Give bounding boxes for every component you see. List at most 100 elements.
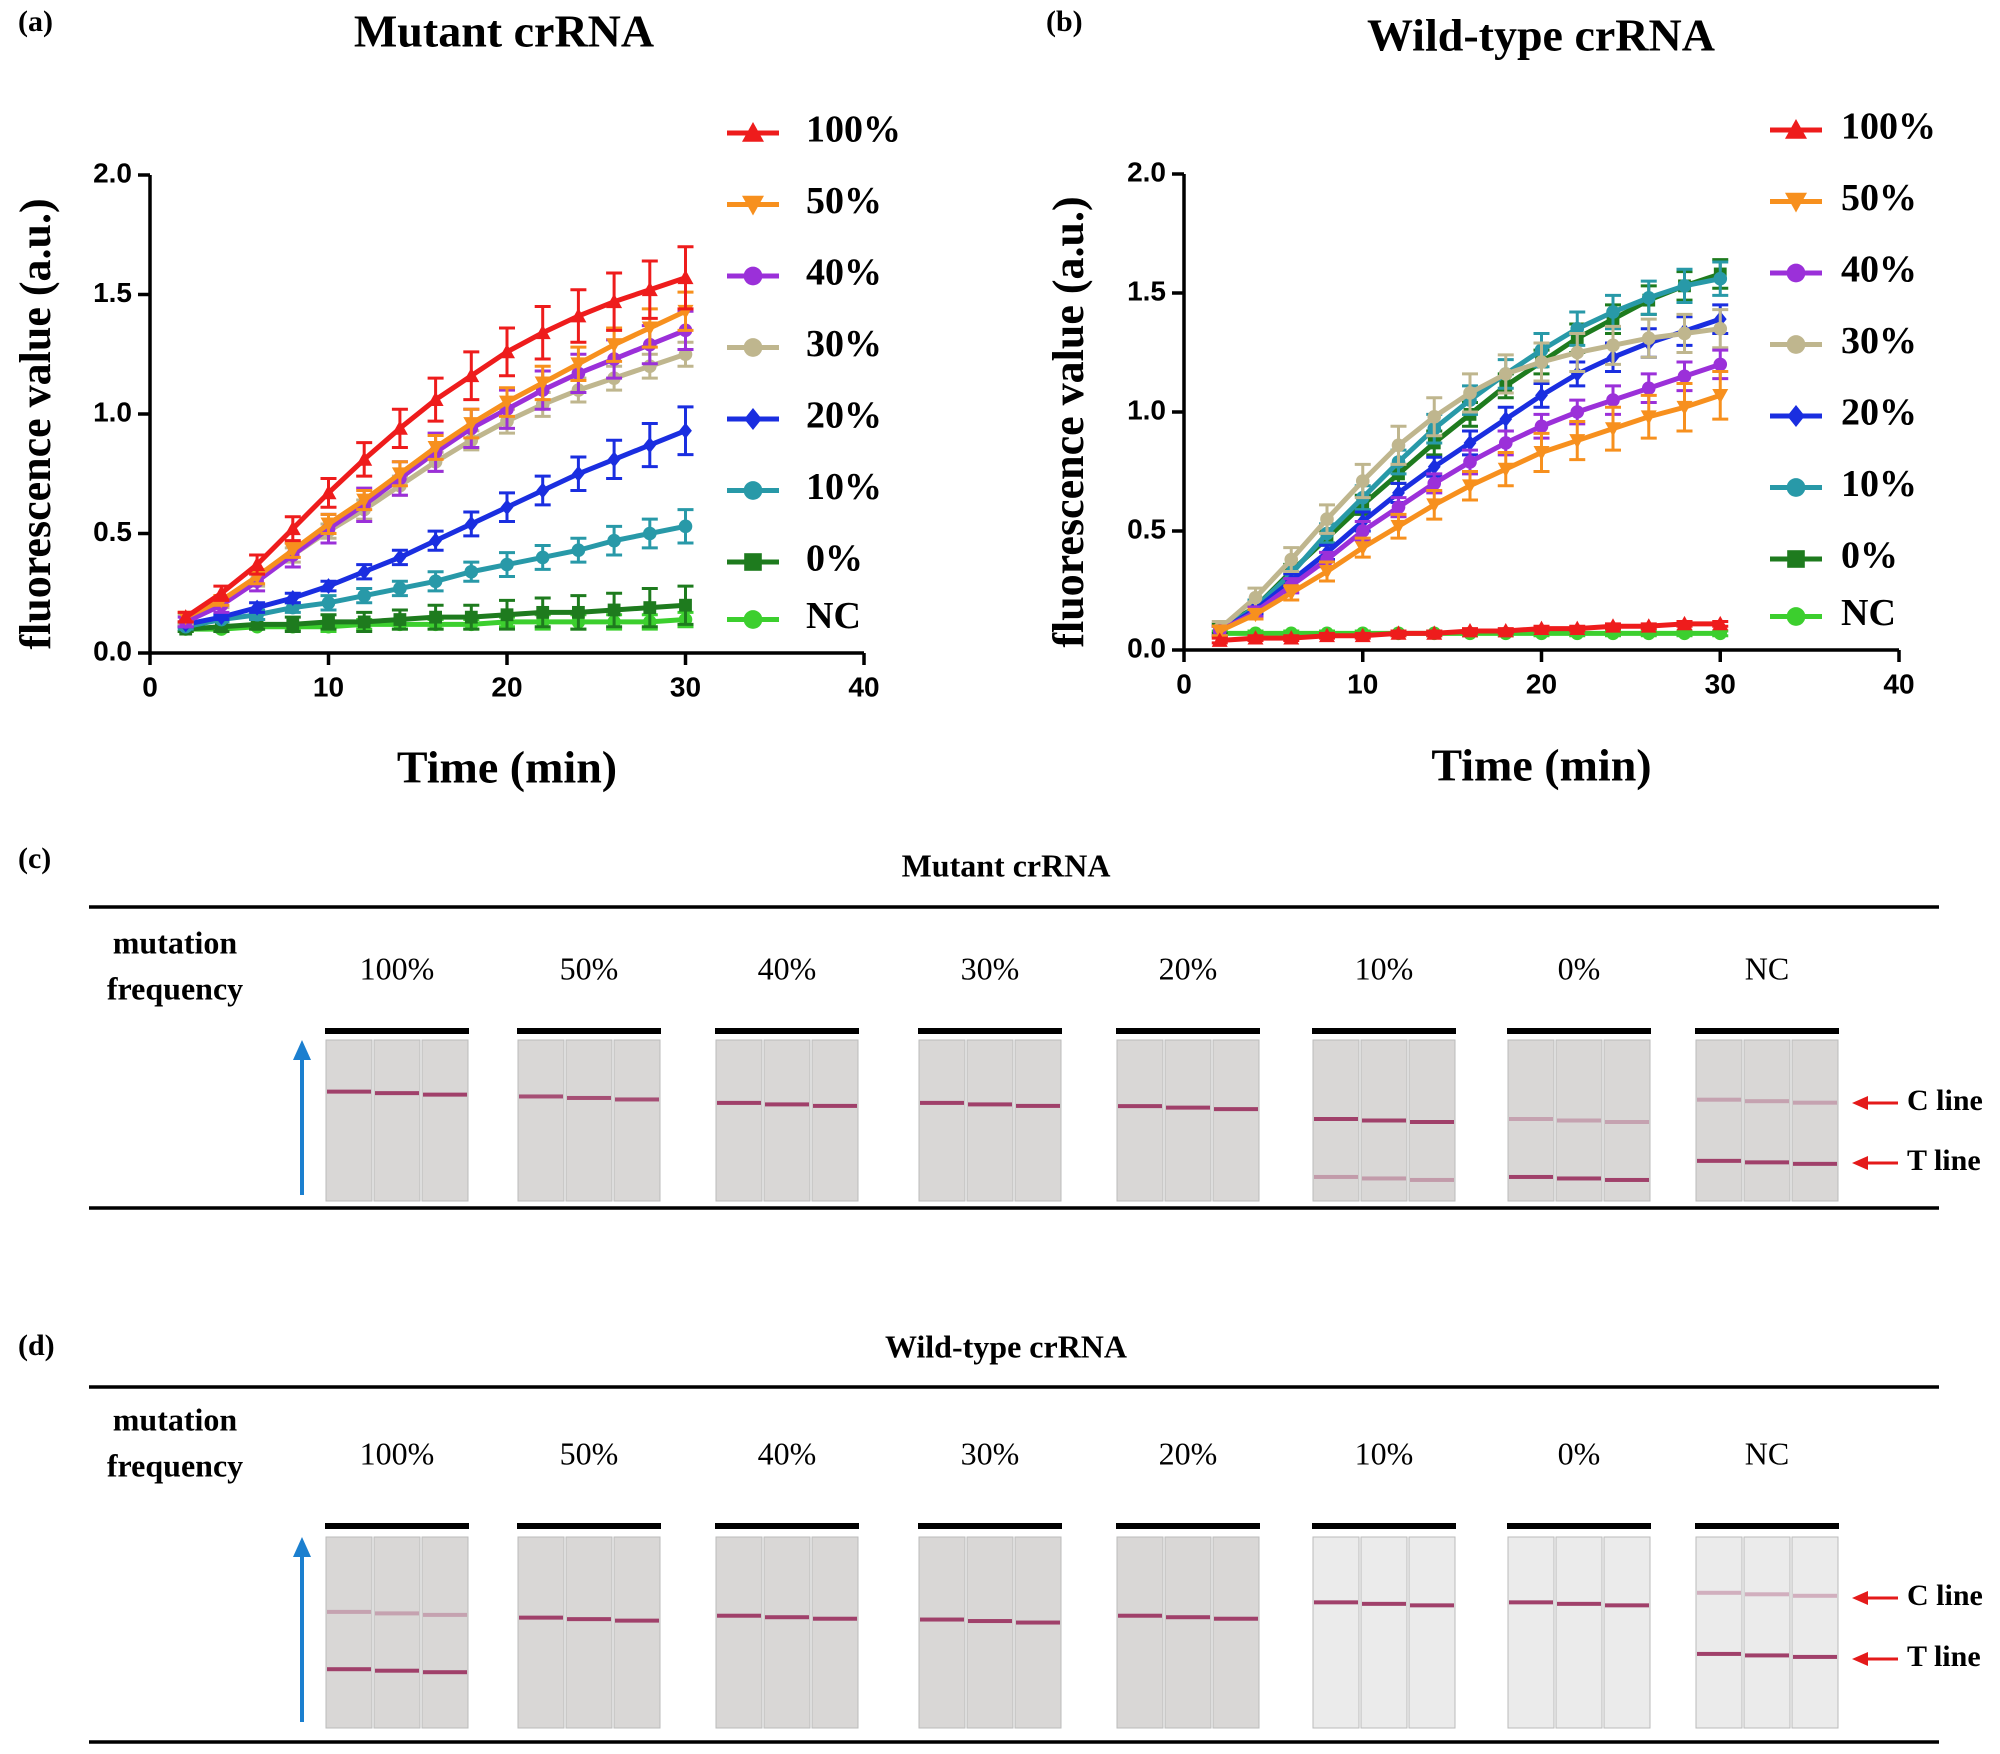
marker xyxy=(1712,615,1729,631)
strip-line xyxy=(615,1097,659,1102)
test-strip xyxy=(1507,1536,1555,1729)
marker xyxy=(1247,607,1264,623)
legend-label: 20% xyxy=(806,395,882,437)
legend-marker xyxy=(1786,607,1806,626)
column-label: 30% xyxy=(961,950,1020,986)
test-strip xyxy=(1164,1536,1212,1729)
marker xyxy=(1391,500,1406,514)
strip-line xyxy=(519,1094,563,1099)
strip-line xyxy=(1509,1174,1553,1179)
marker xyxy=(1319,565,1335,580)
marker xyxy=(1427,458,1441,475)
marker xyxy=(1677,326,1692,341)
test-strip xyxy=(811,1536,859,1729)
column-label: 0% xyxy=(1558,1435,1601,1471)
marker xyxy=(570,308,587,323)
marker xyxy=(357,615,371,629)
legend-marker xyxy=(743,481,763,500)
strip-line xyxy=(1605,1603,1649,1608)
marker xyxy=(177,609,194,624)
marker xyxy=(1499,411,1513,428)
marker xyxy=(643,437,657,454)
test-strip xyxy=(1312,1536,1360,1729)
strip-line xyxy=(375,1668,419,1673)
test-strip xyxy=(1116,1039,1164,1202)
test-strip xyxy=(1014,1536,1062,1729)
marker xyxy=(499,343,515,359)
pointer-head xyxy=(1852,1156,1868,1170)
marker xyxy=(1498,436,1513,450)
marker xyxy=(571,543,586,558)
marker xyxy=(286,590,300,607)
strip-line xyxy=(1362,1118,1406,1123)
marker xyxy=(284,520,301,536)
group-bar xyxy=(1695,1523,1839,1529)
column-label: 50% xyxy=(560,950,619,986)
group-bar xyxy=(325,1523,469,1529)
test-strip xyxy=(1212,1536,1260,1729)
legend-label: 40% xyxy=(806,252,882,294)
marker xyxy=(536,482,550,499)
test-strip xyxy=(1791,1536,1839,1729)
marker xyxy=(1248,590,1263,605)
marker xyxy=(250,617,264,631)
test-strip xyxy=(1743,1536,1791,1729)
marker xyxy=(677,269,694,285)
marker xyxy=(643,526,657,541)
strip-line xyxy=(1166,1105,1210,1110)
x-tick-label: 20 xyxy=(1526,668,1557,699)
group-bar xyxy=(517,1523,661,1529)
marker xyxy=(607,451,621,468)
marker xyxy=(1462,479,1478,494)
strip-line xyxy=(765,1102,809,1107)
marker xyxy=(1640,410,1657,425)
group-bar xyxy=(1312,1523,1456,1529)
marker xyxy=(1641,331,1656,346)
marker xyxy=(1211,624,1228,639)
column-label: 40% xyxy=(758,950,817,986)
strip-line xyxy=(1016,1103,1060,1108)
strip-line xyxy=(1118,1613,1162,1618)
strip-line xyxy=(1605,1177,1649,1182)
legend-label: 30% xyxy=(806,323,882,365)
test-strip xyxy=(1212,1039,1260,1202)
marker xyxy=(1391,438,1406,453)
marker xyxy=(500,499,514,516)
marker xyxy=(679,598,692,612)
test-strip xyxy=(918,1039,966,1202)
test-strip xyxy=(1408,1536,1456,1729)
marker xyxy=(250,599,264,616)
marker xyxy=(1320,512,1334,526)
panel-title: Mutant crRNA xyxy=(902,847,1111,883)
test-strip xyxy=(1695,1536,1743,1729)
legend-marker xyxy=(1787,550,1805,568)
test-strip xyxy=(1360,1536,1408,1729)
legend-label: 30% xyxy=(1841,320,1917,362)
test-strip xyxy=(811,1039,859,1202)
marker xyxy=(572,465,585,482)
legend-label: NC xyxy=(1841,592,1896,634)
test-strip xyxy=(613,1039,661,1202)
strip-line xyxy=(1697,1097,1741,1102)
marker xyxy=(1713,357,1728,372)
y-tick-label: 1.5 xyxy=(1127,275,1166,306)
panel-label: (d) xyxy=(18,1329,55,1362)
flow-arrow-head xyxy=(293,1040,311,1060)
line-label: T line xyxy=(1907,1144,1981,1177)
marker xyxy=(1426,625,1443,640)
marker xyxy=(286,617,300,631)
group-bar xyxy=(1116,1028,1260,1034)
strip-line xyxy=(1745,1099,1789,1104)
column-label: 30% xyxy=(961,1435,1020,1471)
marker xyxy=(322,578,335,595)
y-tick-label: 1.5 xyxy=(93,277,132,308)
legend-marker xyxy=(1785,119,1807,139)
test-strip xyxy=(763,1039,811,1202)
strip-line xyxy=(920,1617,964,1622)
marker xyxy=(1606,338,1620,353)
strip-line xyxy=(1362,1601,1406,1606)
marker xyxy=(1677,369,1692,384)
strip-line xyxy=(1509,1117,1553,1121)
strip-line xyxy=(1793,1100,1837,1105)
marker xyxy=(643,601,657,614)
